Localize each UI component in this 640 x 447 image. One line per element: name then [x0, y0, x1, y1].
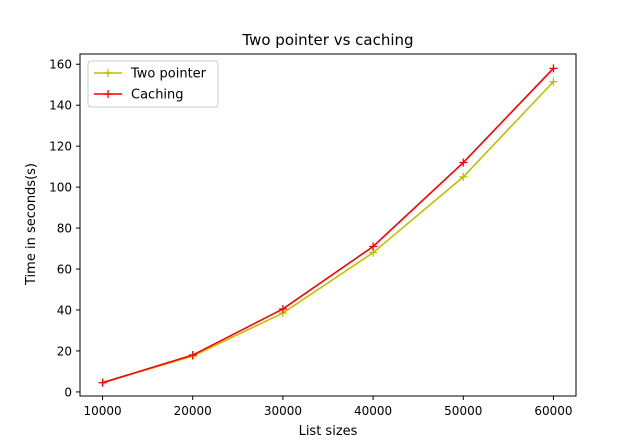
x-tick-label: 60000 [534, 404, 572, 418]
axes-frame [79, 53, 577, 397]
plot-area: 10000 20000 30000 40000 50000 60000 0 20 40 60 80 1… [49, 53, 577, 418]
y-tick-label: 20 [57, 344, 72, 358]
y-tick-label: 120 [49, 140, 72, 154]
y-axis-label: Time in seconds(s) [24, 163, 39, 286]
legend-item-caching: Caching [94, 88, 184, 103]
y-tick-label: 0 [64, 385, 72, 399]
legend-item-two-pointer: Two pointer [94, 67, 207, 82]
legend: Two pointer Caching [87, 60, 219, 108]
legend-label: Caching [131, 88, 184, 103]
y-tick-label: 160 [49, 58, 72, 72]
series-line-two-pointer [102, 81, 555, 384]
data-point-caching [549, 64, 558, 73]
data-point-two-pointer [459, 172, 468, 181]
y-tick-label: 100 [49, 181, 72, 195]
series-line-caching [102, 67, 555, 384]
x-tick-label: 10000 [83, 404, 121, 418]
chart-title: Two pointer vs caching [241, 31, 413, 49]
y-tick-label: 40 [57, 303, 72, 317]
legend-label: Two pointer [130, 67, 207, 82]
x-tick-label: 30000 [264, 404, 302, 418]
data-point-two-pointer [549, 77, 558, 86]
x-axis-label: List sizes [299, 424, 358, 439]
data-point-caching [98, 378, 107, 387]
y-tick-label: 80 [57, 222, 72, 236]
x-tick-label: 50000 [444, 404, 482, 418]
x-tick-label: 40000 [354, 404, 392, 418]
x-tick-label: 20000 [174, 404, 212, 418]
data-point-caching [369, 242, 378, 251]
data-point-caching [188, 351, 197, 360]
data-point-caching [459, 158, 468, 167]
y-tick-label: 60 [57, 263, 72, 277]
data-point-caching [278, 304, 287, 313]
y-tick-label: 140 [49, 99, 72, 113]
